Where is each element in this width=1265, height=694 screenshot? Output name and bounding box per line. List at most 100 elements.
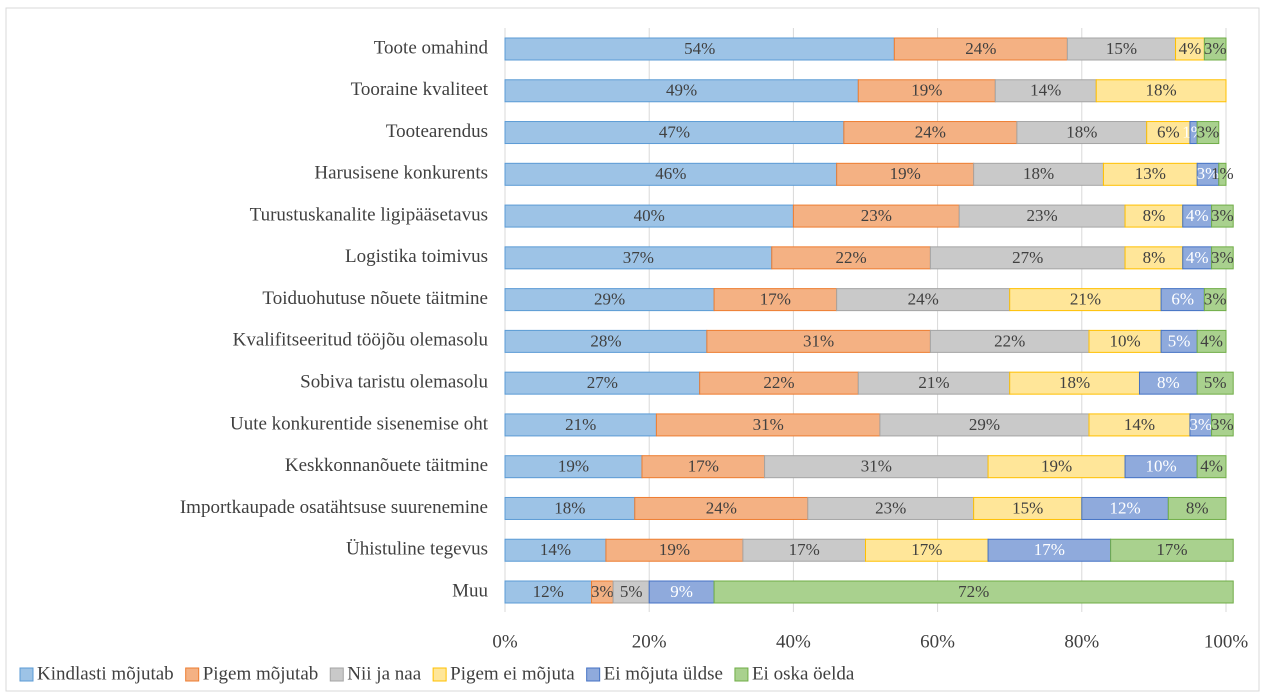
data-label: 18%: [1066, 122, 1097, 141]
category-label: Kvalifitseeritud tööjõu olemasolu: [233, 330, 489, 351]
bar-segment: [1196, 329, 1227, 353]
category-label: Sobiva taristu olemasolu: [300, 372, 488, 393]
bar-segment: [1211, 413, 1234, 437]
data-label: 6%: [1171, 290, 1194, 309]
data-label: 24%: [908, 290, 939, 309]
bar-segment: [1211, 246, 1234, 270]
legend-swatch: [19, 667, 34, 682]
data-label: 29%: [969, 415, 1000, 434]
bar-segment: [1218, 162, 1227, 186]
data-label: 3%: [1197, 164, 1220, 183]
data-label: 72%: [958, 582, 989, 601]
data-label: 3%: [1211, 415, 1234, 434]
x-tick-label: 80%: [1064, 631, 1099, 652]
data-label: 19%: [659, 540, 690, 559]
data-label: 3%: [591, 582, 614, 601]
data-label: 19%: [911, 81, 942, 100]
data-label: 8%: [1143, 248, 1166, 267]
data-label: 3%: [1204, 290, 1227, 309]
category-label: Turustuskanalite ligipääsetavus: [250, 204, 488, 225]
bar-segment: [1095, 79, 1227, 103]
x-tick-label: 40%: [776, 631, 811, 652]
bar-segment: [1196, 455, 1227, 479]
data-label: 6%: [1157, 122, 1180, 141]
data-label: 17%: [911, 540, 942, 559]
bar-segment: [1196, 371, 1234, 395]
data-label: 19%: [1041, 457, 1072, 476]
data-label: 29%: [594, 290, 625, 309]
data-label: 12%: [1109, 498, 1140, 517]
legend-label: Kindlasti mõjutab: [37, 663, 174, 684]
bar-segment: [713, 580, 1234, 604]
bar-segment: [1211, 204, 1234, 228]
data-label: 10%: [1146, 457, 1177, 476]
data-label: 18%: [1059, 373, 1090, 392]
data-label: 46%: [655, 164, 686, 183]
legend-label: Ei oska öelda: [752, 663, 855, 684]
data-label: 47%: [659, 122, 690, 141]
data-label: 23%: [1027, 206, 1058, 225]
data-label: 27%: [587, 373, 618, 392]
legend-swatch: [586, 667, 601, 682]
category-label: Toote omahind: [374, 37, 489, 58]
data-label: 12%: [533, 582, 564, 601]
data-label: 17%: [789, 540, 820, 559]
data-label: 31%: [753, 415, 784, 434]
legend-swatch: [329, 667, 344, 682]
data-label: 9%: [670, 582, 693, 601]
category-label: Ühistuline tegevus: [346, 539, 488, 560]
data-label: 37%: [623, 248, 654, 267]
bar-segment: [1203, 37, 1227, 61]
data-label: 8%: [1143, 206, 1166, 225]
legend-swatch: [734, 667, 749, 682]
data-label: 3%: [1197, 122, 1220, 141]
data-label: 24%: [706, 498, 737, 517]
data-label: 3%: [1204, 39, 1227, 58]
data-label: 40%: [634, 206, 665, 225]
legend-label: Ei mõjuta üldse: [604, 663, 723, 684]
category-label: Importkaupade osatähtsuse suurenemine: [180, 497, 488, 518]
data-label: 5%: [1168, 331, 1191, 350]
category-label: Tooraine kvaliteet: [351, 79, 489, 100]
data-label: 17%: [1156, 540, 1187, 559]
data-label: 21%: [918, 373, 949, 392]
data-label: 5%: [620, 582, 643, 601]
data-label: 18%: [1023, 164, 1054, 183]
data-label: 54%: [684, 39, 715, 58]
data-label: 49%: [666, 81, 697, 100]
data-label: 22%: [835, 248, 866, 267]
data-label: 8%: [1157, 373, 1180, 392]
data-label: 24%: [915, 122, 946, 141]
category-label: Muu: [452, 580, 488, 601]
bar-segment: [1110, 538, 1234, 562]
data-label: 18%: [554, 498, 585, 517]
data-label: 31%: [803, 331, 834, 350]
data-label: 13%: [1135, 164, 1166, 183]
data-label: 5%: [1204, 373, 1227, 392]
data-label: 31%: [861, 457, 892, 476]
data-label: 18%: [1146, 81, 1177, 100]
legend-swatch: [185, 667, 200, 682]
data-label: 4%: [1186, 248, 1209, 267]
data-label: 15%: [1106, 39, 1137, 58]
bar-segment: [1203, 288, 1227, 312]
data-label: 10%: [1109, 331, 1140, 350]
data-label: 14%: [540, 540, 571, 559]
legend-label: Pigem mõjutab: [203, 663, 319, 684]
data-label: 27%: [1012, 248, 1043, 267]
data-label: 8%: [1186, 498, 1209, 517]
data-label: 17%: [688, 457, 719, 476]
data-label: 19%: [890, 164, 921, 183]
bar-segment: [1196, 121, 1220, 145]
data-label: 21%: [565, 415, 596, 434]
x-tick-label: 60%: [920, 631, 955, 652]
data-label: 24%: [965, 39, 996, 58]
data-label: 17%: [760, 290, 791, 309]
x-tick-label: 0%: [492, 631, 518, 652]
x-tick-label: 20%: [632, 631, 667, 652]
data-label: 3%: [1211, 206, 1234, 225]
data-label: 4%: [1200, 457, 1223, 476]
data-label: 28%: [590, 331, 621, 350]
data-label: 22%: [763, 373, 794, 392]
